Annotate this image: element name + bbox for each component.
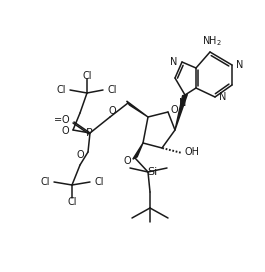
Text: NH$_2$: NH$_2$ — [202, 34, 222, 48]
Text: Si: Si — [147, 167, 157, 177]
Text: Cl: Cl — [40, 177, 50, 187]
Text: N: N — [170, 57, 178, 67]
Text: N: N — [179, 98, 187, 108]
Text: O: O — [76, 150, 84, 160]
Text: O: O — [123, 156, 131, 166]
Text: Cl: Cl — [107, 85, 117, 95]
Text: =: = — [54, 115, 62, 125]
Polygon shape — [127, 101, 148, 117]
Text: N: N — [236, 60, 244, 70]
Text: OH: OH — [184, 147, 200, 157]
Text: Cl: Cl — [82, 71, 92, 81]
Text: P: P — [86, 128, 92, 138]
Text: O: O — [61, 126, 69, 136]
Text: O: O — [170, 105, 178, 115]
Text: O: O — [61, 115, 69, 125]
Polygon shape — [175, 94, 187, 130]
Text: N: N — [219, 92, 227, 102]
Text: Cl: Cl — [56, 85, 66, 95]
Polygon shape — [133, 143, 143, 159]
Text: Cl: Cl — [94, 177, 104, 187]
Text: Cl: Cl — [67, 197, 77, 207]
Text: O: O — [108, 106, 116, 116]
